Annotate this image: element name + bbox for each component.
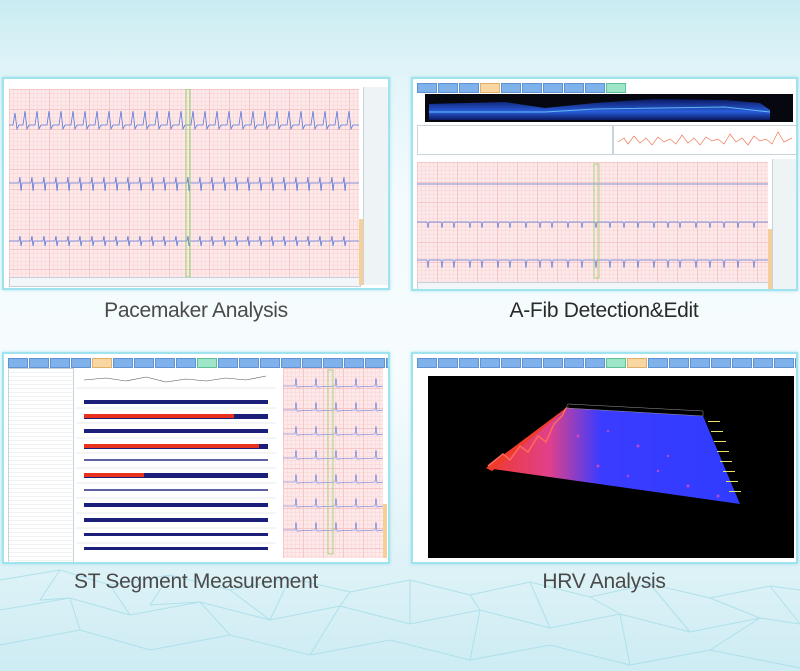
- caption-pacemaker: Pacemaker Analysis: [104, 299, 288, 322]
- st-segment-screenshot: [2, 352, 390, 564]
- tab: [753, 358, 773, 368]
- tab: [113, 358, 133, 368]
- module-tabbar: [417, 358, 796, 368]
- tab: [543, 83, 563, 93]
- tab-active: [92, 358, 112, 368]
- tab-active: [480, 83, 500, 93]
- st-event-list: [8, 368, 74, 562]
- tab: [8, 358, 28, 368]
- rr-interval-chart: [613, 125, 796, 155]
- ecg-grid: [417, 162, 768, 282]
- caption-st-segment: ST Segment Measurement: [74, 570, 318, 593]
- tab: [29, 358, 49, 368]
- tab: [585, 83, 605, 93]
- tab: [501, 83, 521, 93]
- tab: [302, 358, 322, 368]
- tab: [522, 358, 542, 368]
- tab: [71, 358, 91, 368]
- tab: [417, 83, 437, 93]
- options-side-panel: [363, 87, 388, 285]
- module-tabbar: [8, 358, 388, 368]
- tab: [365, 358, 385, 368]
- afib-detection-screenshot: [411, 77, 798, 291]
- tab-highlight: [606, 358, 626, 368]
- tab: [564, 358, 584, 368]
- tab: [501, 358, 521, 368]
- tab: [459, 83, 479, 93]
- tab: [480, 358, 500, 368]
- tab: [239, 358, 259, 368]
- tab: [669, 358, 689, 368]
- tab: [732, 358, 752, 368]
- tab: [459, 358, 479, 368]
- tab: [176, 358, 196, 368]
- summary-table: [417, 125, 613, 155]
- st-trend-charts: [76, 375, 276, 550]
- tab: [648, 358, 668, 368]
- tab-highlight: [197, 358, 217, 368]
- tab: [417, 358, 437, 368]
- tab: [795, 358, 796, 368]
- scroll-indicator: [383, 504, 387, 558]
- ecg-traces: [283, 369, 383, 555]
- options-side-panel: [772, 159, 796, 289]
- tab: [774, 358, 794, 368]
- ecg-traces: [417, 163, 768, 279]
- tab-highlight: [606, 83, 626, 93]
- tab: [134, 358, 154, 368]
- pacemaker-analysis-screenshot: [2, 77, 390, 290]
- tab: [564, 83, 584, 93]
- timeline-ruler: [9, 277, 361, 287]
- tab: [690, 358, 710, 368]
- tab: [711, 358, 731, 368]
- spectrogram: [425, 94, 793, 122]
- scroll-indicator: [359, 219, 363, 285]
- tab: [155, 358, 175, 368]
- tab: [438, 358, 458, 368]
- hrv-3d-plot: [428, 376, 794, 558]
- ecg-traces: [9, 89, 359, 277]
- module-tabbar: [417, 83, 626, 93]
- tab: [50, 358, 70, 368]
- tab: [344, 358, 364, 368]
- tab: [585, 358, 605, 368]
- tab: [260, 358, 280, 368]
- caption-hrv: HRV Analysis: [542, 570, 666, 593]
- tab: [281, 358, 301, 368]
- scroll-indicator: [768, 229, 772, 289]
- tab: [543, 358, 563, 368]
- tab: [438, 83, 458, 93]
- timeline-ruler: [417, 282, 770, 289]
- tab-active: [627, 358, 647, 368]
- caption-afib: A-Fib Detection&Edit: [509, 299, 699, 322]
- tab: [323, 358, 343, 368]
- tab: [522, 83, 542, 93]
- tab: [386, 358, 388, 368]
- tab: [218, 358, 238, 368]
- hrv-analysis-screenshot: [411, 352, 798, 564]
